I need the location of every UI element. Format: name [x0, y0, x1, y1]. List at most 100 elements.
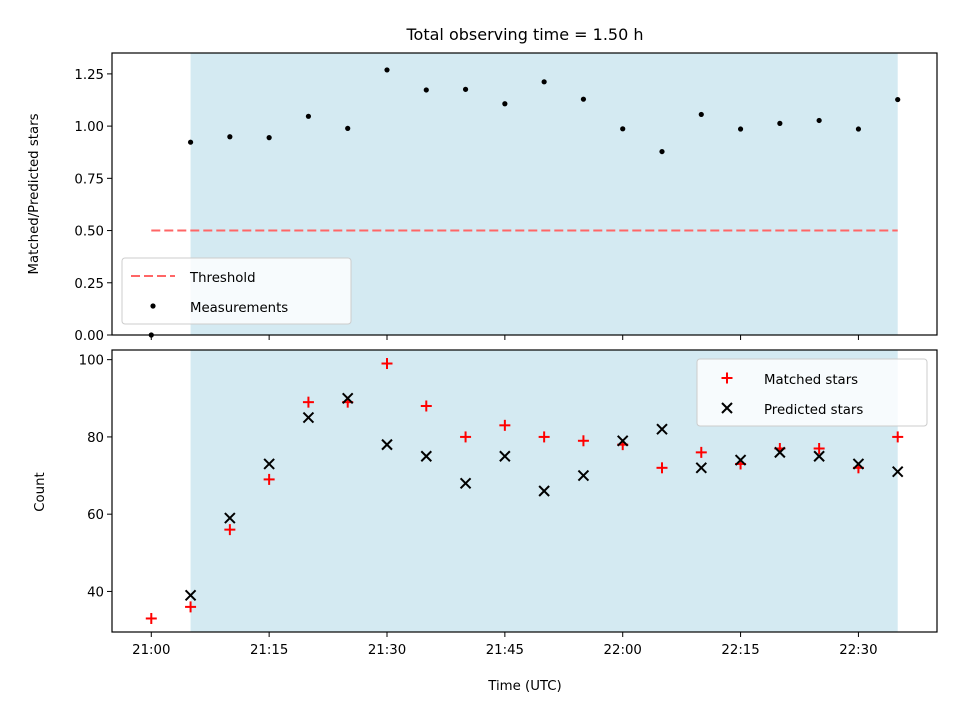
predicted-stars-point: [381, 438, 393, 451]
legend-threshold-label: Threshold: [189, 271, 256, 286]
legend-predicted-label: Predicted stars: [764, 403, 863, 418]
predicted-stars-point: [459, 477, 472, 489]
predicted-stars-point: [499, 450, 511, 462]
measurement-point: [227, 134, 233, 140]
x-marker-b: [381, 438, 393, 451]
matched-stars-point: [499, 419, 511, 431]
matched-stars-point: [813, 443, 825, 455]
y-tick-label: 40: [87, 585, 104, 600]
x-axis-label: Time (UTC): [487, 679, 562, 694]
x-marker-b: [577, 469, 590, 482]
matched-stars-point: [263, 473, 275, 485]
measurement-point: [895, 96, 901, 103]
predicted-stars-point: [852, 458, 865, 470]
matched-stars-point: [695, 446, 707, 458]
matched-stars-point: [460, 431, 472, 443]
x-marker-b: [302, 411, 315, 424]
x-marker-b: [734, 454, 747, 466]
x-tick-label: 22:00: [604, 643, 642, 658]
predicted-stars-point: [892, 465, 904, 478]
measurement-point: [698, 111, 704, 118]
x-marker-b: [538, 485, 550, 497]
legend-ratio: Threshold Measurements: [121, 257, 352, 325]
predicted-stars-point: [420, 450, 432, 462]
measurement-point: [502, 101, 508, 107]
predicted-stars-point: [224, 512, 236, 524]
x-tick-label: 21:15: [250, 643, 288, 658]
measurement-point: [659, 148, 665, 155]
measurement-point: [816, 117, 822, 124]
x-marker-b: [420, 450, 432, 462]
predicted-stars-point: [734, 454, 747, 466]
matched-stars-point: [381, 358, 393, 370]
y-tick-label: 100: [79, 354, 104, 369]
legend-measurements-label: Measurements: [190, 301, 288, 316]
chart-title: Total observing time = 1.50 h: [405, 25, 643, 44]
y-tick-label: 0.00: [74, 329, 104, 344]
matched-stars-point: [185, 601, 197, 613]
x-tick-label: 21:45: [486, 643, 524, 658]
y-tick-label: 80: [87, 431, 104, 446]
predicted-stars-point: [302, 411, 315, 424]
axes-frame: [111, 52, 938, 336]
measurement-point: [384, 67, 390, 73]
predicted-stars-point: [617, 435, 629, 447]
x-marker-b: [184, 589, 197, 602]
predicted-stars-point: [184, 589, 197, 602]
x-marker-b: [852, 458, 865, 470]
x-tick-label: 22:15: [721, 643, 759, 658]
y-tick-label: 0.75: [74, 172, 104, 187]
matched-stars-point: [420, 400, 432, 412]
measurement-point: [423, 87, 429, 93]
x-marker-b: [459, 477, 472, 489]
measurement-point: [462, 86, 469, 92]
measurement-point: [777, 120, 783, 126]
y-tick-label: 1.00: [74, 120, 104, 135]
x-tick-label: 21:00: [132, 643, 170, 658]
measurement-point: [737, 126, 744, 132]
x-marker-b: [813, 450, 825, 462]
matched-stars-point: [145, 612, 157, 624]
measurement-point: [541, 79, 547, 85]
x-marker-b: [892, 465, 904, 478]
x-tick-label: 22:30: [839, 643, 877, 658]
y-axis-label-count: Count: [33, 472, 48, 512]
x-marker-b: [774, 446, 786, 459]
predicted-stars-point: [695, 462, 707, 474]
measurement-point: [580, 96, 587, 102]
predicted-stars-point: [577, 469, 590, 482]
predicted-stars-point: [656, 423, 668, 435]
matched-stars-point: [538, 431, 550, 443]
legend-matched-label: Matched stars: [764, 373, 858, 388]
legend-box: [696, 358, 928, 427]
predicted-stars-point: [774, 446, 786, 459]
predicted-stars-point: [813, 450, 825, 462]
x-marker-b: [263, 458, 275, 470]
x-marker-b: [617, 435, 629, 447]
x-marker-b: [656, 423, 668, 435]
y-tick-label: 60: [87, 508, 104, 523]
measurement-point: [620, 126, 626, 132]
predicted-stars-point: [538, 485, 550, 497]
ratio-panel: 0.00 0.25 0.50 0.75 1.00 1.25 Threshold Measure…: [74, 52, 938, 344]
x-marker-b: [499, 450, 511, 462]
y-tick-label: 0.25: [74, 277, 104, 292]
measurement-point: [187, 139, 194, 145]
matched-stars-point: [577, 435, 589, 447]
predicted-stars-point: [263, 458, 275, 470]
measurement-point: [266, 135, 272, 141]
y-axis-label-ratio: Matched/Predicted stars: [27, 113, 42, 274]
axes-frame: [111, 349, 938, 633]
measurement-point: [345, 125, 351, 132]
matched-stars-point: [302, 396, 314, 408]
count-panel: 40 60 80 100 21:00 21:15 21:30 21:45 22:00 22:15 2…: [79, 349, 938, 658]
x-tick-label: 21:30: [368, 643, 406, 658]
y-tick-label: 0.50: [74, 225, 104, 240]
x-marker-b: [224, 512, 236, 524]
measurement-point: [305, 113, 312, 119]
legend-measurements-swatch: [150, 303, 156, 309]
legend-box: [121, 257, 352, 325]
matched-stars-point: [656, 462, 668, 474]
legend-count: Matched stars Predicted stars: [696, 358, 928, 427]
